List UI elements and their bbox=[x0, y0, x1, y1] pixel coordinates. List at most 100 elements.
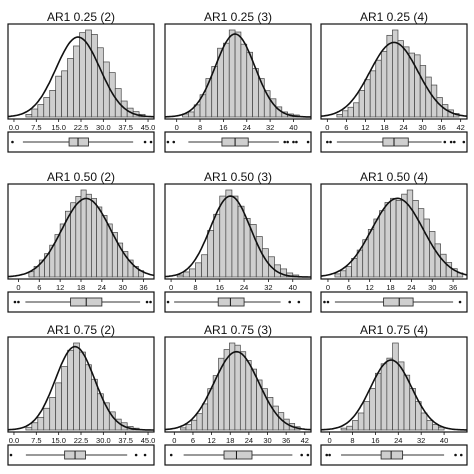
histogram-bar bbox=[91, 198, 97, 278]
histogram-bar bbox=[108, 411, 116, 431]
x-tick-label: 30 bbox=[428, 283, 436, 292]
x-tick-label: 36 bbox=[282, 436, 290, 445]
x-tick-label: 16 bbox=[216, 283, 224, 292]
density-curve bbox=[7, 36, 155, 118]
x-tick-label: 8 bbox=[193, 283, 197, 292]
x-tick-label: 24 bbox=[394, 436, 402, 445]
x-tick-label: 30.0 bbox=[96, 123, 111, 132]
x-tick-label: 24 bbox=[245, 436, 253, 445]
histogram-bar bbox=[67, 349, 74, 431]
histogram-bar bbox=[201, 254, 208, 278]
histogram-bar bbox=[229, 342, 236, 431]
boxplot-outlier bbox=[9, 453, 13, 457]
histogram-bar bbox=[67, 58, 74, 118]
x-tick-label: 16 bbox=[371, 436, 379, 445]
histogram-panel: AR1 0.75 (2) 0.0 7.5 15.0 22.5 30.0 37.5 45.0 bbox=[7, 323, 156, 466]
density-curve bbox=[320, 359, 467, 431]
x-tick-label: 7.5 bbox=[31, 123, 41, 132]
x-tick-label: 8 bbox=[350, 436, 354, 445]
boxplot-outlier bbox=[300, 453, 303, 457]
boxplot-outlier bbox=[143, 453, 147, 457]
boxplot-outlier bbox=[326, 300, 330, 304]
x-tick-label: 45.0 bbox=[141, 436, 156, 445]
histogram-bar bbox=[185, 424, 192, 431]
histogram-bar bbox=[73, 342, 80, 431]
x-tick-label: 24 bbox=[399, 123, 407, 132]
boxplot-box bbox=[217, 297, 245, 307]
x-tick-label: 18 bbox=[77, 283, 85, 292]
histogram-bar bbox=[234, 344, 241, 431]
boxplot-outlier bbox=[288, 300, 292, 304]
histogram-bar bbox=[395, 200, 402, 278]
histogram-bar bbox=[196, 413, 203, 431]
x-tick-label: 0 bbox=[16, 283, 20, 292]
x-tick-label: 22.5 bbox=[74, 123, 89, 132]
histogram-bar bbox=[213, 213, 221, 278]
histogram-bar bbox=[373, 218, 380, 278]
boxplot-outlier bbox=[13, 300, 17, 304]
histogram-bar bbox=[223, 42, 230, 118]
histogram-bar bbox=[369, 70, 377, 118]
boxplot-outlier bbox=[143, 140, 147, 144]
histogram-bar bbox=[237, 205, 245, 278]
histogram-bar bbox=[108, 72, 116, 118]
boxplot-outlier bbox=[325, 453, 329, 457]
histogram-panel: AR1 0.50 (4) 0 6 12 18 24 30 36 bbox=[320, 170, 468, 313]
density-curve bbox=[320, 41, 468, 117]
x-tick-label: 36 bbox=[449, 283, 457, 292]
x-tick-label: 24 bbox=[240, 283, 248, 292]
histogram-bar bbox=[61, 366, 68, 431]
histogram-bar bbox=[364, 79, 371, 118]
histogram-bar bbox=[249, 224, 257, 278]
boxplot-outlier bbox=[11, 140, 14, 144]
histogram-bar bbox=[375, 59, 382, 118]
histogram-bar bbox=[55, 382, 62, 431]
histogram-bar bbox=[73, 45, 80, 118]
boxplot-outlier bbox=[169, 453, 173, 457]
histogram-bar bbox=[369, 388, 376, 431]
histogram-bar bbox=[406, 189, 414, 278]
histogram-bar bbox=[347, 106, 354, 118]
x-tick-label: 6 bbox=[344, 123, 348, 132]
x-tick-label: 32 bbox=[266, 123, 274, 132]
histogram-bar bbox=[386, 357, 393, 431]
boxplot-outlier bbox=[17, 300, 20, 304]
x-tick-label: 40 bbox=[289, 283, 297, 292]
x-tick-label: 36 bbox=[437, 123, 445, 132]
histogram-bar bbox=[31, 108, 39, 118]
histogram-bar bbox=[188, 111, 195, 118]
histogram-bar bbox=[367, 229, 375, 278]
boxplot-outlier bbox=[286, 140, 289, 144]
histogram-bar bbox=[403, 46, 410, 118]
histogram-bar bbox=[207, 230, 215, 278]
histogram-bar bbox=[234, 31, 242, 118]
histogram-bar bbox=[252, 68, 259, 118]
histogram-bar bbox=[414, 54, 421, 118]
x-tick-label: 40 bbox=[289, 123, 297, 132]
x-tick-label: 0 bbox=[169, 283, 173, 292]
histogram-bar bbox=[25, 426, 33, 431]
panel-title: AR1 0.75 (3) bbox=[204, 323, 272, 337]
histogram-bar bbox=[70, 202, 77, 278]
histogram-bar bbox=[357, 412, 365, 431]
histogram-bar bbox=[37, 104, 45, 118]
boxplot-outlier bbox=[454, 453, 457, 457]
histogram-bar bbox=[345, 266, 352, 278]
panel-title: AR1 0.75 (2) bbox=[47, 323, 115, 337]
histogram-bar bbox=[243, 217, 251, 278]
x-tick-label: 36 bbox=[139, 283, 147, 292]
histogram-panel: AR1 0.25 (2) 0.0 7.5 15.0 22.5 30.0 37.5 45.0 bbox=[7, 10, 155, 153]
histogram-bar bbox=[31, 422, 39, 431]
x-tick-label: 0.0 bbox=[9, 436, 19, 445]
boxplot-outlier bbox=[292, 140, 295, 144]
density-curve bbox=[165, 33, 311, 118]
x-tick-label: 0 bbox=[172, 436, 176, 445]
panel-title: AR1 0.50 (4) bbox=[360, 170, 428, 184]
histogram-bar bbox=[340, 270, 347, 278]
histogram-bar bbox=[240, 43, 248, 118]
histogram-bar bbox=[49, 90, 57, 118]
histogram-bar bbox=[352, 420, 359, 431]
x-tick-label: 6 bbox=[191, 436, 195, 445]
boxplot-outlier bbox=[149, 300, 152, 304]
